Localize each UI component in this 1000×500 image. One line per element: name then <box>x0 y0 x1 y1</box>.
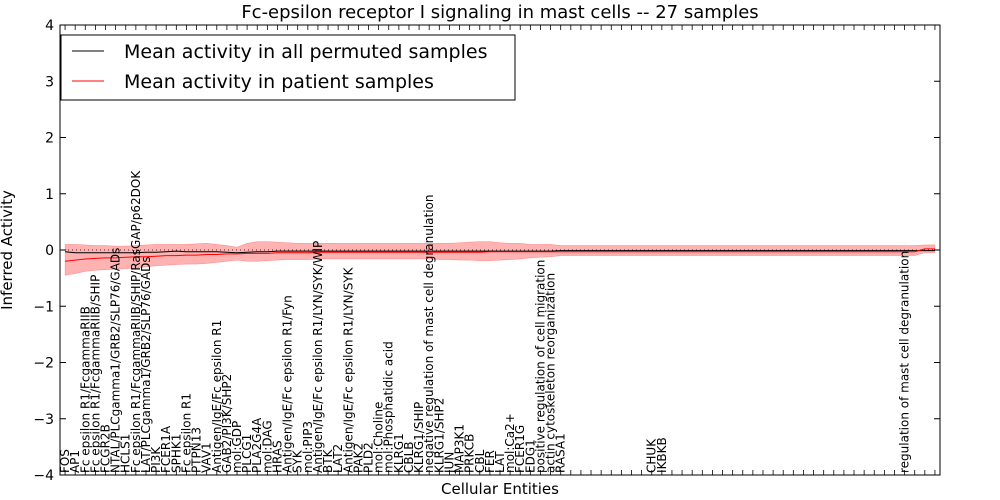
x-tick-label: PLA2G4A <box>250 417 264 473</box>
x-tick-label: LAT2 <box>331 444 345 473</box>
line-layer <box>60 248 940 262</box>
x-tick-label: RASA1 <box>554 433 568 473</box>
legend-label-permuted: Mean activity in all permuted samples <box>124 41 487 63</box>
legend-label-patient: Mean activity in patient samples <box>124 71 434 93</box>
x-tick-label: FER <box>483 450 497 473</box>
x-axis-title: Cellular Entities <box>441 480 559 498</box>
x-tick-label: mol:Choline <box>372 402 386 473</box>
y-tick-label: −3 <box>33 412 54 428</box>
x-tick-label: LAT/PLCgamma1/GRB2/SLP76/GADs <box>139 256 153 473</box>
x-tick-label: mol:Ca2+ <box>503 413 517 473</box>
y-tick-label: −4 <box>33 468 54 484</box>
x-tick-label: FCGR2B <box>99 424 113 473</box>
x-tick-label: PLCG1 <box>240 434 254 473</box>
y-tick-label: 1 <box>45 187 54 203</box>
x-tick-label: KLRG1 <box>392 433 406 473</box>
legend-box <box>60 34 516 101</box>
patient-variability-band <box>64 241 936 276</box>
y-tick-label: 4 <box>45 18 54 34</box>
x-tick-label: mol:Phosphatidic acid <box>382 341 396 473</box>
series-line-permuted <box>65 250 935 254</box>
x-tick-label: CHUK <box>645 438 659 473</box>
y-tick-label: −1 <box>33 299 54 315</box>
x-tick-label: negative regulation of mast cell degranu… <box>422 194 436 473</box>
x-tick-label: mol:GDP <box>230 421 244 473</box>
x-tick-label: CBLB <box>402 442 416 474</box>
x-tick-label: PLD2 <box>362 442 376 473</box>
x-tick-label: AP1 <box>68 450 82 473</box>
x-tick-label: regulation of mast cell degranulation <box>898 251 912 473</box>
x-tick-label: mol:PIP3 <box>301 421 315 473</box>
x-tick-label: SPHK1 <box>169 434 183 473</box>
x-tick-label: PI3K <box>149 446 163 473</box>
x-tick-label: FCER1A <box>159 425 173 473</box>
x-tick-label: MAP3K1 <box>453 424 467 473</box>
x-tick-label: PTPN13 <box>190 427 204 473</box>
x-tick-label: Antigen/IgE/Fc epsilon R1/Fyn <box>281 295 295 473</box>
x-tick-label: actin cytoskeleton reorganization <box>544 273 558 473</box>
x-tick-label: NTAL/PLCgamma1/GRB2/SLP76/GADs <box>109 248 123 473</box>
x-tick-label: mol:DAG <box>260 420 274 473</box>
legend: Mean activity in all permuted samples Me… <box>60 34 516 101</box>
y-tick-label: 2 <box>45 131 54 147</box>
chart-title: Fc-epsilon receptor I signaling in mast … <box>241 2 758 23</box>
x-tick-label: Fc epsilon R1 <box>179 393 193 473</box>
plot-frame <box>59 24 941 476</box>
x-tick-label: Antigen/IgE/Fc epsilon R1/LYN/SYK <box>341 266 355 473</box>
x-tick-label: FOS <box>58 449 72 473</box>
x-tick-label: JUN <box>442 452 456 474</box>
y-tick-label: 0 <box>45 243 54 259</box>
x-tick-label: HCLS1 <box>119 434 133 473</box>
x-tick-label: KLRG1/SHP2 <box>432 398 446 473</box>
x-tick-label: GAB2/PI3K/SHP2 <box>220 374 234 473</box>
series-line-patient <box>65 248 935 262</box>
x-tick-label: Fc epsilon R1/FcgammaRIIB <box>78 306 92 473</box>
x-tick-label: VAV1 <box>200 442 214 473</box>
y-tick-label: −2 <box>33 356 54 372</box>
tick-layer: −4 −3 −2 −1 0 1 2 3 4 <box>33 18 940 484</box>
y-axis-title: Inferred Activity <box>0 190 16 310</box>
x-tick-label: HRAS <box>271 440 285 473</box>
x-tick-label: SYK <box>291 449 305 473</box>
x-tick-label: positive regulation of cell migration <box>534 260 548 473</box>
x-tick-label: LAT <box>493 451 507 473</box>
x-tick-label: CBL <box>473 449 487 473</box>
y-tick-label: 3 <box>45 74 54 90</box>
x-tick-label: PAK2 <box>351 443 365 473</box>
x-tick-label: IKBKB <box>655 437 669 473</box>
x-tick-label: EDG1 <box>523 439 537 473</box>
x-tick-label: Fc epsilon R1/FcgammaRIIB/SHIP/RasGAP/p6… <box>129 170 143 473</box>
x-tick-label: Fc epsilon R1/FcgammaRIIB/SHIP <box>88 275 102 473</box>
x-tick-label: KLRG1/SHIP <box>412 402 426 473</box>
x-tick-label: BTK <box>321 448 335 473</box>
x-tick-label: FCER1G <box>513 425 527 473</box>
x-tick-label: Antigen/IgE/Fc epsilon R1 <box>210 320 224 473</box>
x-tick-label: PRKCB <box>463 434 477 473</box>
band-layer <box>64 241 936 276</box>
x-tick-label: Antigen/IgE/Fc epsilon R1/LYN/SYK/WIP <box>311 241 325 473</box>
